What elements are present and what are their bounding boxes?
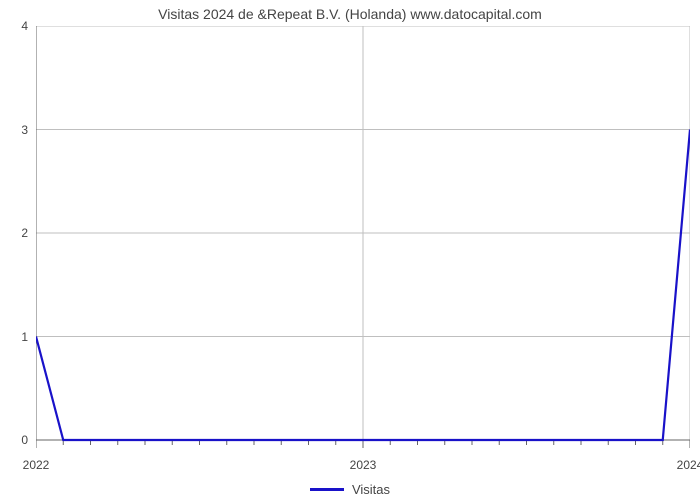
x-tick-label: 2022 <box>23 458 50 472</box>
y-tick-label: 0 <box>21 433 28 447</box>
legend-label: Visitas <box>352 482 390 497</box>
y-tick-label: 1 <box>21 330 28 344</box>
x-tick-label: 2024 <box>677 458 700 472</box>
plot-area: 01234 202220232024 126 <box>36 26 690 440</box>
x-tick-label: 2023 <box>350 458 377 472</box>
chart-container: Visitas 2024 de &Repeat B.V. (Holanda) w… <box>0 0 700 500</box>
legend-swatch <box>310 488 344 491</box>
y-tick-label: 2 <box>21 226 28 240</box>
y-tick-label: 4 <box>21 19 28 33</box>
legend-item-visitas: Visitas <box>310 482 390 497</box>
plot-svg <box>36 26 690 468</box>
legend: Visitas <box>0 478 700 497</box>
y-tick-label: 3 <box>21 123 28 137</box>
chart-title: Visitas 2024 de &Repeat B.V. (Holanda) w… <box>0 6 700 22</box>
